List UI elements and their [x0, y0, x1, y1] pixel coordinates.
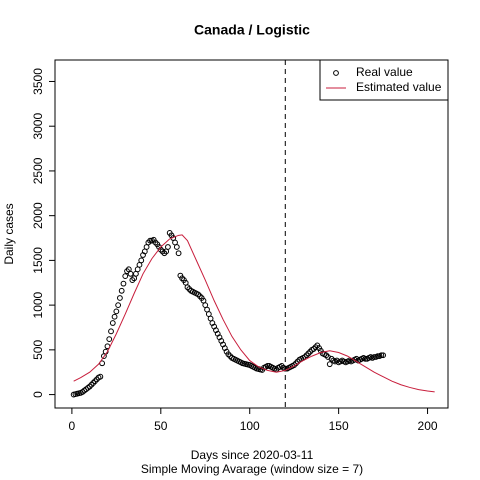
data-point — [93, 376, 100, 383]
y-tick-label: 2000 — [31, 202, 45, 229]
data-point — [86, 383, 93, 390]
data-point — [122, 273, 129, 280]
plot-frame — [54, 59, 449, 409]
data-point — [127, 270, 134, 277]
data-point — [117, 295, 123, 301]
estimated-line — [73, 234, 435, 393]
data-point — [197, 293, 203, 300]
data-point — [225, 351, 232, 358]
data-point — [310, 346, 317, 352]
y-tick-label: 3500 — [31, 68, 45, 95]
data-point — [278, 363, 285, 369]
data-point — [264, 363, 271, 369]
data-point — [378, 352, 385, 359]
data-point — [186, 286, 193, 292]
data-point — [129, 277, 136, 283]
data-point — [326, 361, 333, 368]
chart-title: Canada / Logistic — [194, 22, 310, 38]
data-point — [92, 378, 98, 385]
data-point — [111, 313, 118, 320]
data-point — [323, 352, 330, 359]
data-point — [307, 348, 314, 355]
x-tick-label: 150 — [329, 419, 349, 433]
y-tick-label: 3000 — [31, 113, 45, 140]
data-point — [179, 275, 186, 282]
data-point — [161, 250, 168, 257]
legend-label: Real value — [356, 65, 413, 79]
data-point — [138, 257, 145, 264]
data-point — [328, 355, 335, 362]
data-point — [371, 354, 378, 360]
x-tick-label: 100 — [240, 419, 260, 433]
data-point — [173, 244, 180, 250]
data-point — [106, 336, 113, 343]
data-point — [380, 352, 386, 359]
y-tick-label: 2500 — [31, 157, 45, 184]
y-tick-label: 1500 — [31, 247, 45, 274]
data-point — [90, 380, 97, 386]
legend-point — [333, 70, 339, 76]
data-point — [97, 373, 104, 380]
data-point — [374, 353, 381, 360]
data-point — [147, 237, 154, 244]
data-point — [184, 284, 191, 291]
data-point — [108, 328, 114, 335]
x-tick-label: 200 — [418, 419, 438, 433]
data-point — [282, 365, 289, 372]
legend-box — [319, 59, 449, 101]
data-point — [333, 357, 340, 364]
data-point — [120, 280, 127, 287]
legend-label: Estimated value — [356, 80, 442, 94]
subtitle: Simple Moving Avarage (window size = 7) — [141, 462, 363, 476]
y-tick-label: 0 — [31, 391, 45, 398]
data-point — [124, 268, 130, 275]
data-point — [175, 250, 182, 257]
data-point — [159, 248, 166, 255]
data-point — [165, 244, 171, 250]
data-point — [312, 344, 319, 351]
x-axis-label: Days since 2020-03-11 — [191, 448, 314, 462]
data-point — [227, 353, 234, 360]
data-point — [303, 352, 310, 359]
data-point — [88, 381, 95, 388]
data-point — [109, 320, 116, 326]
data-point — [118, 287, 125, 294]
data-point — [305, 350, 312, 357]
y-tick-label: 1000 — [31, 291, 45, 318]
x-tick-label: 0 — [69, 419, 76, 433]
data-point — [195, 291, 202, 298]
data-point — [113, 308, 120, 315]
y-tick-label: 500 — [31, 340, 45, 360]
data-point — [115, 302, 122, 309]
x-tick-label: 50 — [154, 419, 168, 433]
data-point — [152, 239, 159, 246]
y-axis-label: Daily cases — [2, 203, 16, 264]
data-point — [362, 355, 369, 362]
